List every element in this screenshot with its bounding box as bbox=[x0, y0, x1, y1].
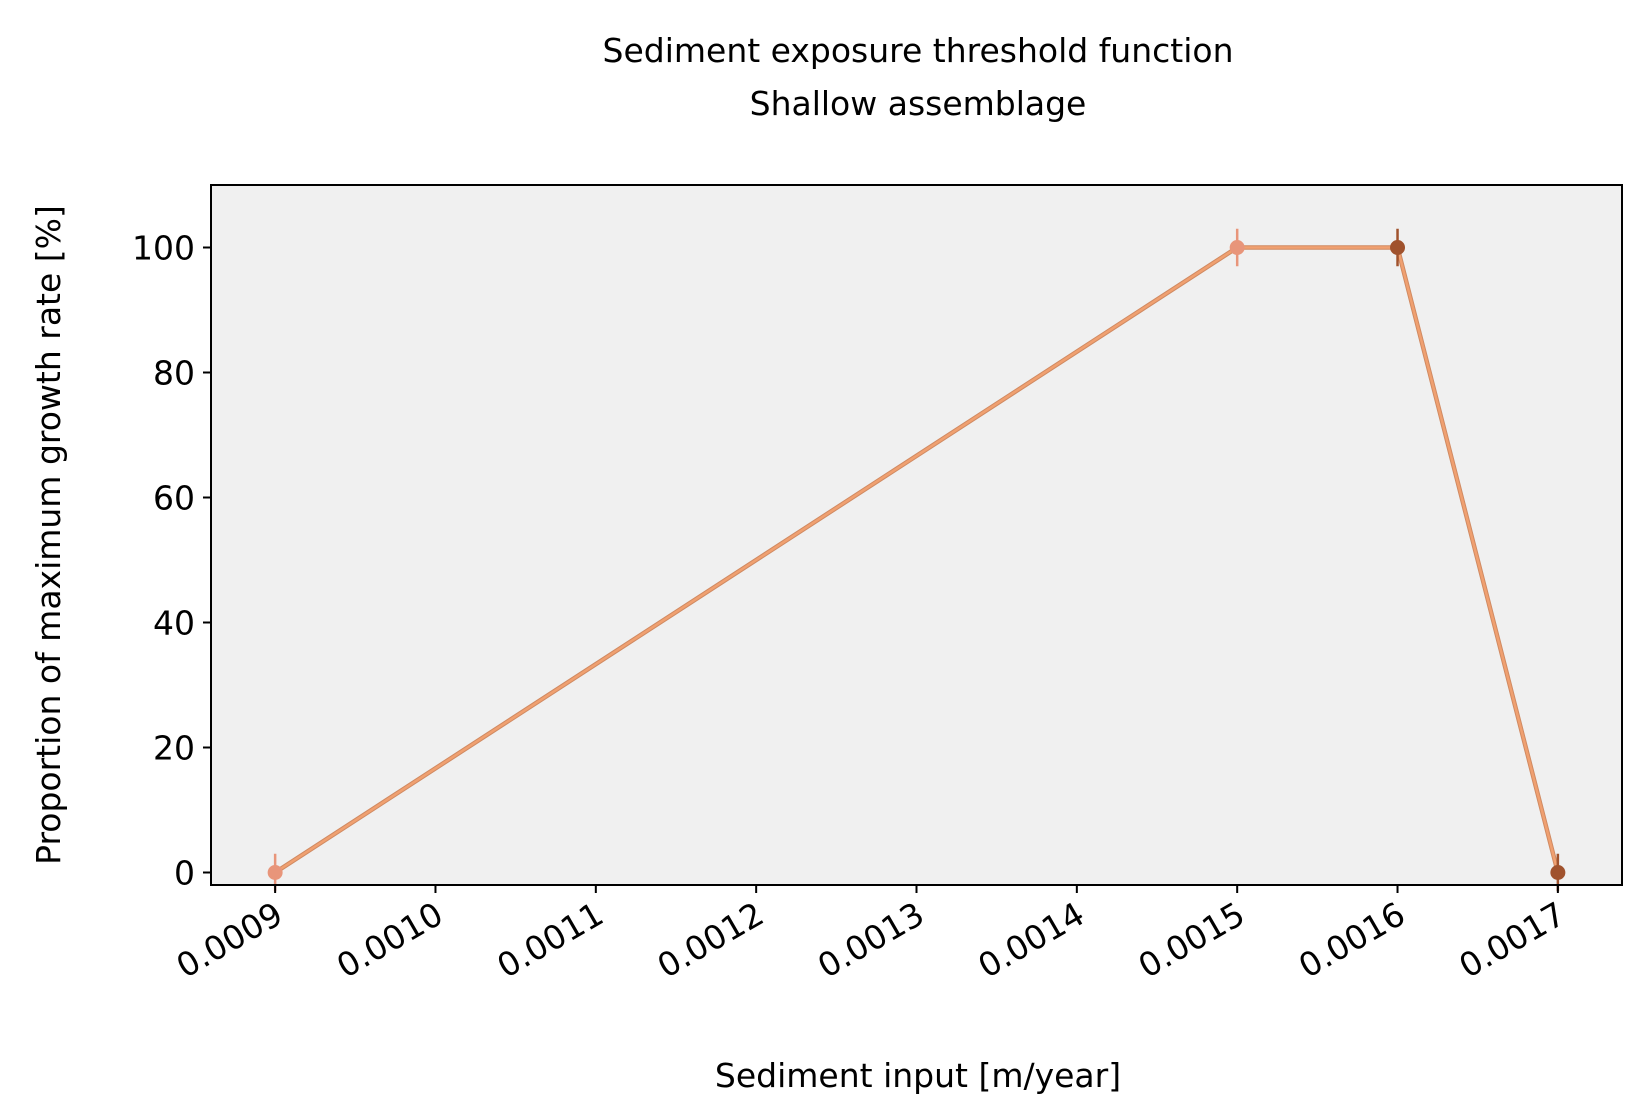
data-point bbox=[1550, 865, 1566, 880]
x-tick-label: 0.0016 bbox=[1292, 894, 1411, 986]
data-point bbox=[1390, 240, 1406, 255]
data-point bbox=[267, 865, 283, 880]
x-tick-label: 0.0014 bbox=[971, 894, 1090, 986]
x-tick-label: 0.0011 bbox=[490, 894, 609, 986]
x-tick-label: 0.0012 bbox=[651, 894, 770, 986]
x-tick-label: 0.0009 bbox=[170, 894, 289, 986]
y-tick-label: 100 bbox=[132, 229, 195, 268]
y-tick-label: 0 bbox=[174, 854, 195, 893]
y-tick-label: 20 bbox=[153, 729, 195, 768]
data-point bbox=[1229, 240, 1245, 255]
y-axis-label: Proportion of maximum growth rate [%] bbox=[29, 205, 68, 865]
plot-area bbox=[211, 185, 1622, 885]
chart-title-line-1: Sediment exposure threshold function bbox=[603, 31, 1234, 70]
x-axis: 0.0009 0.0010 0.0011 0.0012 0.0013 0.0014 0.00… bbox=[170, 885, 1572, 986]
y-axis: 0 20 40 60 80 100 bbox=[132, 229, 211, 893]
y-tick-label: 80 bbox=[153, 354, 195, 393]
x-tick-label: 0.0013 bbox=[811, 894, 930, 986]
y-tick-label: 60 bbox=[153, 479, 195, 518]
x-tick-label: 0.0015 bbox=[1132, 894, 1251, 986]
chart-title-line-2: Shallow assemblage bbox=[750, 84, 1087, 123]
series-line bbox=[274, 246, 1560, 874]
x-tick-label: 0.0017 bbox=[1452, 894, 1571, 986]
x-tick-label: 0.0010 bbox=[330, 894, 449, 986]
y-tick-label: 40 bbox=[153, 604, 195, 643]
x-axis-label: Sediment input [m/year] bbox=[715, 1056, 1121, 1095]
